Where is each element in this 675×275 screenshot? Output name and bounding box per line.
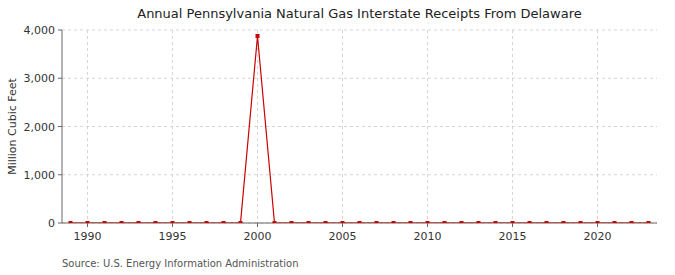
grid <box>62 30 657 223</box>
marker <box>290 221 294 223</box>
line <box>71 36 649 223</box>
marker <box>613 221 617 223</box>
marker <box>443 221 447 223</box>
source-note: Source: U.S. Energy Information Administ… <box>62 258 299 269</box>
y-tick-label: 2,000 <box>24 121 56 134</box>
y-tick-label: 1,000 <box>24 169 56 182</box>
x-grid-line <box>427 30 428 223</box>
marker <box>579 221 583 223</box>
chart: Annual Pennsylvania Natural Gas Intersta… <box>0 0 675 275</box>
marker <box>511 221 515 223</box>
axes: 0 1,000 2,000 3,000 4,000 1990 1995 2000 2005 201… <box>24 24 658 243</box>
y-grid-line <box>62 30 657 31</box>
y-tick-label: 3,000 <box>24 72 56 85</box>
marker <box>307 221 311 223</box>
marker <box>596 221 600 223</box>
y-axis-line <box>62 30 63 223</box>
marker <box>86 221 90 223</box>
y-grid-line <box>62 126 657 127</box>
marker <box>460 221 464 223</box>
x-grid-line <box>342 30 343 223</box>
marker <box>239 221 243 223</box>
marker <box>630 221 634 223</box>
y-grid-line <box>62 78 657 79</box>
series <box>69 34 651 223</box>
marker <box>647 221 651 223</box>
x-tick-label: 2000 <box>244 230 272 243</box>
x-tick-label: 1995 <box>159 230 187 243</box>
y-axis-label: Million Cubic Feet <box>6 77 19 174</box>
x-tick <box>342 223 343 227</box>
marker <box>154 221 158 223</box>
y-tick <box>58 30 62 31</box>
y-tick <box>58 78 62 79</box>
y-grid-line <box>62 174 657 175</box>
marker <box>256 34 260 38</box>
marker <box>426 221 430 223</box>
y-tick-label: 0 <box>48 217 55 230</box>
marker <box>341 221 345 223</box>
x-tick <box>257 223 258 227</box>
marker <box>528 221 532 223</box>
y-tick <box>58 174 62 175</box>
x-tick-label: 2005 <box>329 230 357 243</box>
y-tick-label: 4,000 <box>24 24 56 37</box>
marker <box>103 221 107 223</box>
marker <box>477 221 481 223</box>
x-grid-line <box>257 30 258 223</box>
marker <box>120 221 124 223</box>
x-tick-label: 2020 <box>584 230 612 243</box>
marker <box>69 221 73 223</box>
marker <box>188 221 192 223</box>
x-tick <box>597 223 598 227</box>
marker <box>545 221 549 223</box>
marker <box>358 221 362 223</box>
x-tick-label: 2015 <box>499 230 527 243</box>
marker <box>205 221 209 223</box>
marker <box>273 221 277 223</box>
marker <box>222 221 226 223</box>
marker <box>409 221 413 223</box>
x-tick <box>512 223 513 227</box>
x-tick <box>87 223 88 227</box>
x-tick <box>427 223 428 227</box>
x-grid-line <box>512 30 513 223</box>
x-grid-line <box>172 30 173 223</box>
x-tick-label: 2010 <box>414 230 442 243</box>
x-grid-line <box>87 30 88 223</box>
x-tick <box>172 223 173 227</box>
y-tick <box>58 223 62 224</box>
marker <box>137 221 141 223</box>
marker <box>494 221 498 223</box>
marker <box>324 221 328 223</box>
x-tick-label: 1990 <box>74 230 102 243</box>
marker <box>375 221 379 223</box>
x-grid-line <box>597 30 598 223</box>
marker <box>392 221 396 223</box>
marker <box>562 221 566 223</box>
y-tick <box>58 126 62 127</box>
title: Annual Pennsylvania Natural Gas Intersta… <box>137 6 582 21</box>
marker <box>171 221 175 223</box>
